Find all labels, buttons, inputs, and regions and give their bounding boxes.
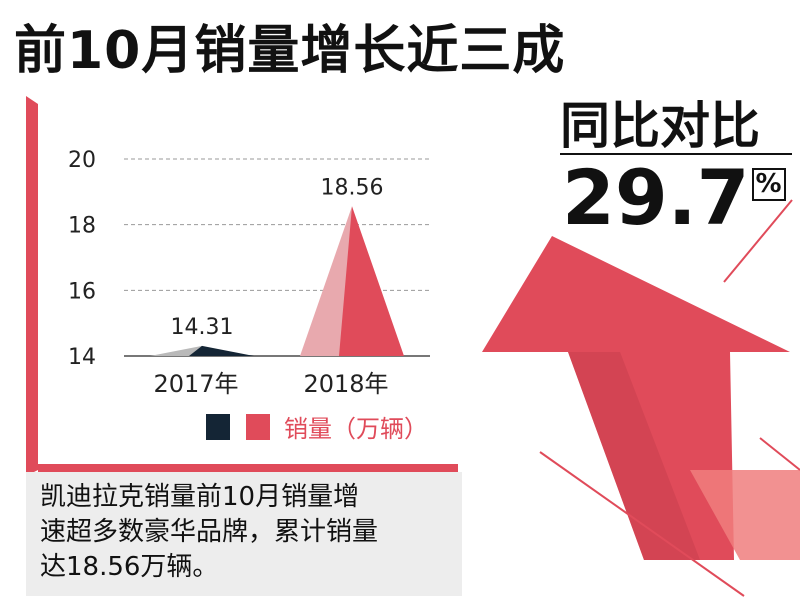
caption-box: 凯迪拉克销量前10月销量增 速超多数豪华品牌，累计销量 达18.56万辆。	[26, 472, 462, 596]
legend-label: 销量（万辆）	[284, 415, 428, 443]
caption-line-1: 凯迪拉克销量前10月销量增	[40, 482, 360, 512]
x-tick-label: 2017年	[153, 370, 238, 398]
caption-line-3: 达18.56万辆。	[40, 552, 219, 582]
deco-line-2	[539, 451, 745, 597]
arrow-tail	[690, 470, 800, 560]
bar-2018年-shade	[300, 206, 352, 356]
data-label: 18.56	[321, 175, 384, 200]
y-tick-label: 14	[68, 345, 96, 370]
comparison-value: 29.7%	[562, 160, 786, 236]
data-label: 14.31	[171, 315, 234, 340]
legend-swatch-red	[246, 414, 270, 440]
card-shadow	[38, 462, 458, 472]
y-tick-label: 20	[68, 148, 96, 173]
bar-2017年-shade	[150, 345, 202, 356]
percent-symbol: %	[751, 168, 786, 201]
deco-line-3	[759, 437, 800, 471]
caption-line-2: 速超多数豪华品牌，累计销量	[40, 517, 379, 547]
comparison-number: 29.7	[562, 153, 750, 242]
page-title: 前10月销量增长近三成	[14, 21, 566, 81]
bar-2018年	[339, 206, 404, 356]
deco-line-1	[723, 199, 793, 283]
y-tick-label: 16	[68, 279, 96, 304]
arrow-shade	[568, 352, 700, 560]
red-slab	[26, 96, 38, 476]
bar-2017年	[189, 345, 254, 356]
legend-swatch-dark	[206, 414, 230, 440]
y-tick-label: 18	[68, 214, 96, 239]
chart-card: 14 16 18 20 14.31 2017年 18.56 2018年销量（万辆）	[38, 104, 458, 464]
x-tick-label: 2018年	[303, 370, 388, 398]
comparison-divider	[560, 153, 792, 155]
comparison-label: 同比对比	[560, 97, 760, 155]
